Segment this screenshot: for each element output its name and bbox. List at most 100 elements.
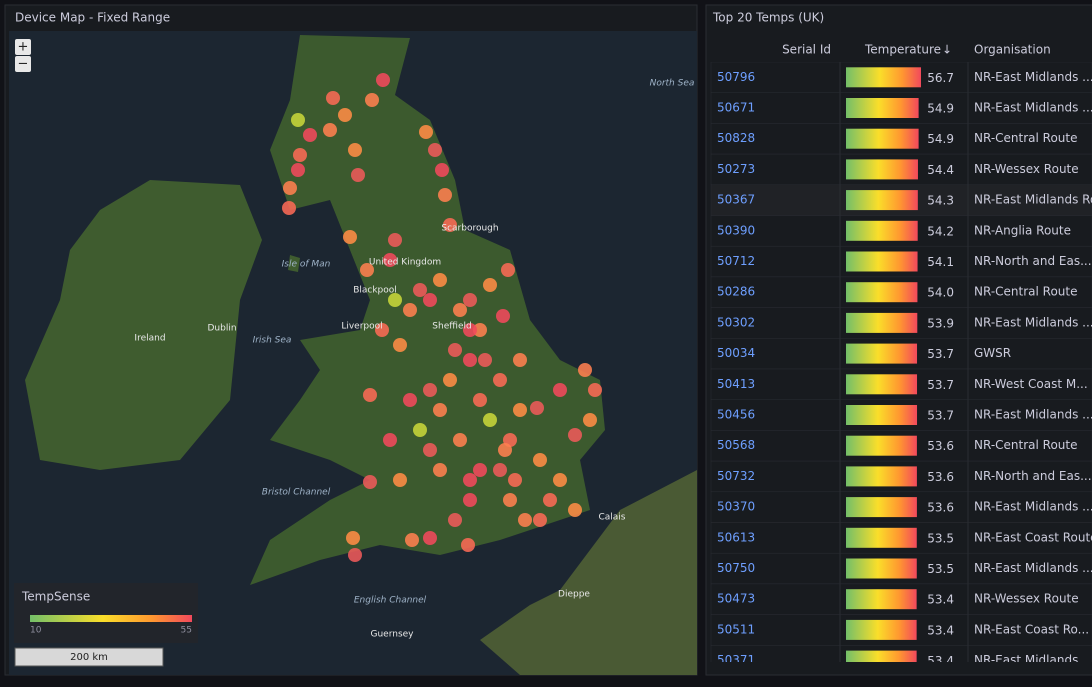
device-marker[interactable] (388, 293, 402, 307)
device-marker[interactable] (291, 113, 305, 127)
device-marker[interactable] (419, 125, 433, 139)
device-marker[interactable] (303, 128, 317, 142)
device-marker[interactable] (433, 403, 447, 417)
device-marker[interactable] (393, 473, 407, 487)
serial-id[interactable]: 50796 (717, 70, 755, 84)
map[interactable]: North Sea Irish Sea Isle of Man Ireland Unit… (9, 31, 697, 675)
device-marker[interactable] (543, 493, 557, 507)
device-marker[interactable] (463, 473, 477, 487)
device-marker[interactable] (326, 91, 340, 105)
device-marker[interactable] (453, 303, 467, 317)
serial-id[interactable]: 50034 (717, 346, 755, 360)
device-marker[interactable] (568, 428, 582, 442)
device-marker[interactable] (403, 393, 417, 407)
device-marker[interactable] (513, 353, 527, 367)
device-marker[interactable] (478, 353, 492, 367)
device-marker[interactable] (578, 363, 592, 377)
column-header[interactable]: Serial Id (782, 43, 831, 57)
device-marker[interactable] (463, 353, 477, 367)
device-marker[interactable] (493, 463, 507, 477)
device-marker[interactable] (553, 383, 567, 397)
serial-id[interactable]: 50473 (717, 592, 755, 606)
serial-id[interactable]: 50286 (717, 285, 755, 299)
device-marker[interactable] (473, 463, 487, 477)
device-marker[interactable] (463, 293, 477, 307)
device-marker[interactable] (518, 513, 532, 527)
device-marker[interactable] (293, 148, 307, 162)
device-marker[interactable] (473, 323, 487, 337)
device-marker[interactable] (323, 123, 337, 137)
device-marker[interactable] (423, 443, 437, 457)
device-marker[interactable] (348, 548, 362, 562)
device-marker[interactable] (360, 263, 374, 277)
device-marker[interactable] (423, 383, 437, 397)
serial-id[interactable]: 50367 (717, 193, 755, 207)
device-marker[interactable] (363, 388, 377, 402)
device-marker[interactable] (503, 493, 517, 507)
serial-id[interactable]: 50390 (717, 223, 755, 237)
device-marker[interactable] (346, 531, 360, 545)
device-marker[interactable] (453, 433, 467, 447)
device-marker[interactable] (568, 503, 582, 517)
device-marker[interactable] (423, 293, 437, 307)
device-marker[interactable] (553, 473, 567, 487)
device-marker[interactable] (438, 188, 452, 202)
device-marker[interactable] (443, 218, 457, 232)
zoom-out-button[interactable] (15, 56, 31, 72)
device-marker[interactable] (393, 338, 407, 352)
device-marker[interactable] (533, 453, 547, 467)
column-header[interactable]: Temperature (864, 43, 941, 57)
device-marker[interactable] (351, 168, 365, 182)
device-marker[interactable] (403, 303, 417, 317)
device-marker[interactable] (508, 473, 522, 487)
device-marker[interactable] (343, 230, 357, 244)
serial-id[interactable]: 50568 (717, 438, 755, 452)
device-marker[interactable] (423, 531, 437, 545)
device-marker[interactable] (498, 443, 512, 457)
device-marker[interactable] (282, 201, 296, 215)
device-marker[interactable] (428, 143, 442, 157)
device-marker[interactable] (365, 93, 379, 107)
device-marker[interactable] (363, 475, 377, 489)
device-marker[interactable] (461, 538, 475, 552)
device-marker[interactable] (483, 278, 497, 292)
serial-id[interactable]: 50456 (717, 408, 755, 422)
device-marker[interactable] (376, 73, 390, 87)
device-marker[interactable] (483, 413, 497, 427)
device-marker[interactable] (501, 263, 515, 277)
serial-id[interactable]: 50371 (717, 653, 755, 667)
column-header[interactable]: Organisation (974, 43, 1051, 57)
device-marker[interactable] (493, 373, 507, 387)
device-marker[interactable] (283, 181, 297, 195)
serial-id[interactable]: 50413 (717, 377, 755, 391)
device-marker[interactable] (413, 283, 427, 297)
device-marker[interactable] (433, 463, 447, 477)
device-marker[interactable] (405, 533, 419, 547)
device-marker[interactable] (375, 323, 389, 337)
device-marker[interactable] (443, 373, 457, 387)
device-marker[interactable] (383, 253, 397, 267)
device-marker[interactable] (448, 513, 462, 527)
device-marker[interactable] (388, 233, 402, 247)
device-marker[interactable] (435, 163, 449, 177)
device-marker[interactable] (533, 513, 547, 527)
device-marker[interactable] (463, 323, 477, 337)
device-marker[interactable] (338, 108, 352, 122)
serial-id[interactable]: 50828 (717, 131, 755, 145)
device-marker[interactable] (583, 413, 597, 427)
device-marker[interactable] (383, 433, 397, 447)
serial-id[interactable]: 50511 (717, 622, 755, 636)
serial-id[interactable]: 50302 (717, 315, 755, 329)
device-marker[interactable] (530, 401, 544, 415)
device-marker[interactable] (496, 309, 510, 323)
device-marker[interactable] (291, 163, 305, 177)
serial-id[interactable]: 50613 (717, 530, 755, 544)
device-marker[interactable] (588, 383, 602, 397)
serial-id[interactable]: 50671 (717, 101, 755, 115)
device-marker[interactable] (433, 273, 447, 287)
serial-id[interactable]: 50273 (717, 162, 755, 176)
device-marker[interactable] (413, 423, 427, 437)
serial-id[interactable]: 50370 (717, 500, 755, 514)
device-marker[interactable] (448, 343, 462, 357)
serial-id[interactable]: 50712 (717, 254, 755, 268)
